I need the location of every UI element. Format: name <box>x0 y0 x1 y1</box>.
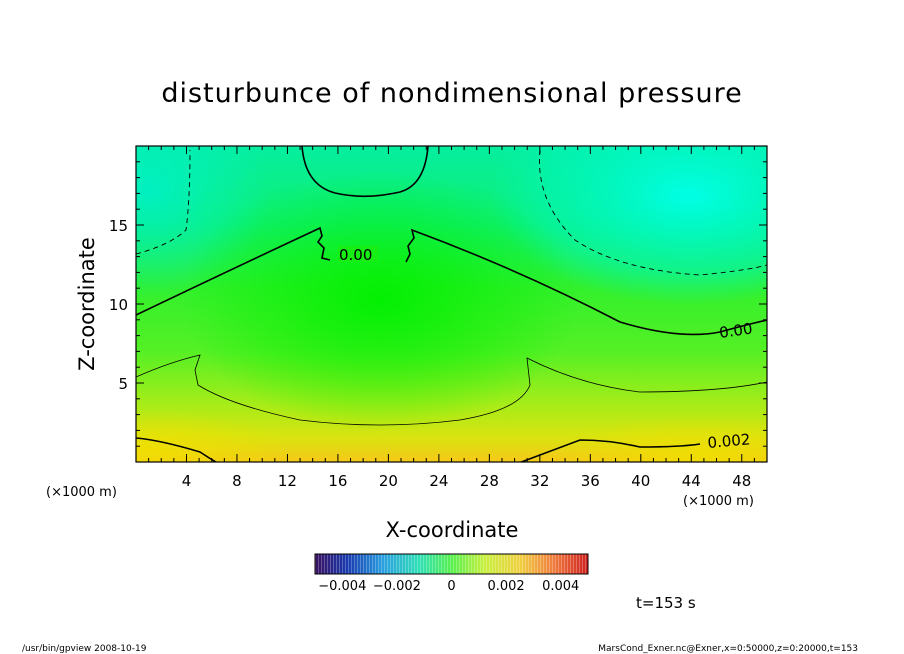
colorbar-tick-label: −0.002 <box>373 579 421 594</box>
heatmap-low-corner-left <box>136 410 290 462</box>
x-tick-labels: 4 8 12 16 20 24 28 32 36 40 44 48 <box>182 472 752 490</box>
colorbar-tick-label: −0.004 <box>318 579 366 594</box>
contour-label-3: 0.002 <box>707 430 751 452</box>
x-tick-label: 44 <box>682 472 701 490</box>
footer-right: MarsCond_Exner.nc@Exner,x=0:50000,z=0:20… <box>598 644 858 654</box>
colorbar-frame <box>314 553 589 575</box>
y-tick-label: 5 <box>118 375 128 393</box>
y-axis-label: Z-coordinate <box>75 237 99 371</box>
contour-label-2: 0.00 <box>718 319 754 341</box>
y-tick-label: 15 <box>109 217 128 235</box>
x-tick-label: 28 <box>480 472 499 490</box>
x-tick-label: 12 <box>278 472 297 490</box>
contour-label-bg <box>338 246 378 262</box>
contour-zero-left <box>136 226 331 316</box>
contour-label-1: 0.00 <box>339 246 372 264</box>
x-tick-label: 16 <box>328 472 347 490</box>
footer-left: /usr/bin/gpview 2008-10-19 <box>22 644 147 654</box>
x-tick-label: 32 <box>530 472 549 490</box>
time-label: t=153 s <box>636 594 696 612</box>
x-tick-label: 48 <box>732 472 751 490</box>
contour-bottom-right <box>519 439 701 462</box>
axis-ticks <box>136 146 767 462</box>
contour-dashed-right <box>539 149 767 276</box>
x-tick-label: 40 <box>631 472 650 490</box>
y-tick-label: 10 <box>109 296 128 314</box>
contour-top-dome <box>301 146 429 198</box>
contour-dashed-left <box>136 149 191 255</box>
colorbar-labels: −0.004 −0.002 0 0.002 0.004 <box>318 579 579 594</box>
colorbar-tick-label: 0 <box>447 579 455 594</box>
chart-title: disturbunce of nondimensional pressure <box>161 78 742 109</box>
y-tick-labels: 5 10 15 <box>109 217 128 393</box>
x-tick-label: 24 <box>429 472 448 490</box>
x-unit-label: (×1000 m) <box>683 494 754 509</box>
x-tick-label: 20 <box>379 472 398 490</box>
contour-zero-right <box>405 228 767 336</box>
heatmap-center-region <box>180 170 580 430</box>
contour-mid <box>136 354 767 426</box>
heatmap-field: 0.00 0.00 0.002 <box>136 146 767 462</box>
x-tick-label: 8 <box>232 472 242 490</box>
x-axis-label: X-coordinate <box>386 518 519 542</box>
x-tick-label: 4 <box>182 472 192 490</box>
heatmap-low-corner-right <box>550 415 767 462</box>
x-tick-label: 36 <box>581 472 600 490</box>
colorbar-tick-label: 0.004 <box>542 579 579 594</box>
colorbar-stripes <box>315 554 588 574</box>
colorbar-tick-label: 0.002 <box>487 579 524 594</box>
z-unit-label: (×1000 m) <box>46 485 117 500</box>
contour-bottom-left <box>136 437 218 462</box>
